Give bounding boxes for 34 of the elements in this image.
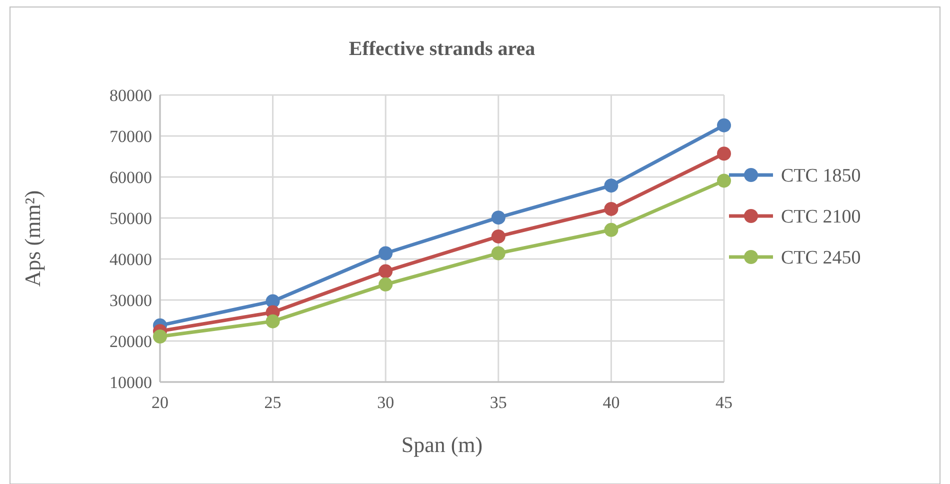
y-tick-label: 60000: [110, 168, 152, 187]
point: [604, 222, 618, 237]
point: [717, 174, 731, 188]
point: [378, 277, 393, 292]
x-axis-title: Span (m): [401, 432, 483, 457]
y-tick-label: 40000: [110, 250, 152, 269]
point: [378, 264, 393, 278]
point: [266, 314, 280, 328]
point: [491, 210, 506, 225]
legend-label: CTC 1850: [781, 166, 861, 187]
point: [604, 202, 618, 216]
point: [717, 118, 731, 132]
x-tick-label: 35: [490, 393, 507, 412]
y-tick-label: 50000: [110, 208, 152, 228]
x-tick-label: 45: [716, 393, 732, 412]
legend-label: CTC 2100: [781, 206, 861, 228]
point: [378, 246, 393, 260]
x-tick-label: 20: [152, 393, 168, 412]
chart-title: Effective strands area: [348, 38, 536, 60]
x-tick-label: 25: [264, 393, 282, 412]
y-axis-title: Aps (mm²): [20, 190, 45, 287]
y-tick-label: 80000: [110, 86, 152, 105]
legend-label: CTC 2450: [781, 248, 861, 269]
point: [153, 329, 167, 344]
point: [604, 178, 618, 193]
y-tick-label: 70000: [110, 126, 152, 146]
x-tick-label: 40: [602, 393, 620, 412]
y-tick-label: 20000: [110, 332, 152, 351]
point: [717, 146, 731, 161]
y-tick-label: 10000: [110, 372, 152, 392]
y-tick-label: 30000: [110, 290, 152, 310]
point: [491, 229, 506, 244]
point: [491, 246, 506, 260]
x-tick-label: 30: [377, 393, 394, 412]
